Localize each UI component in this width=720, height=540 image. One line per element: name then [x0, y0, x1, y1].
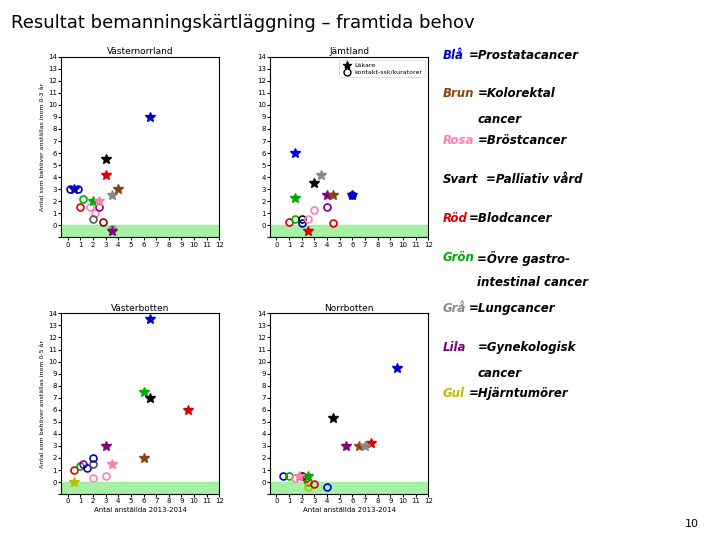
Text: Blå: Blå	[443, 49, 464, 62]
Text: =Kolorektal: =Kolorektal	[477, 87, 555, 100]
Y-axis label: Antal som behöver anställas inom 0-3 år: Antal som behöver anställas inom 0-3 år	[40, 83, 45, 211]
Text: Grön: Grön	[443, 251, 474, 264]
Legend: Läkare, kontakt-ssk/kuratorer: Läkare, kontakt-ssk/kuratorer	[338, 60, 426, 77]
Text: =Blodcancer: =Blodcancer	[469, 212, 552, 225]
Title: Västernorrland: Västernorrland	[107, 47, 174, 56]
Text: cancer: cancer	[477, 367, 521, 380]
Title: Jämtland: Jämtland	[329, 47, 369, 56]
Text: =Hjärntumörer: =Hjärntumörer	[469, 387, 568, 400]
Text: =Gynekologisk: =Gynekologisk	[477, 341, 576, 354]
Bar	[270, 225, 428, 238]
Text: Gul: Gul	[443, 387, 465, 400]
X-axis label: Antal anställda 2013-2014: Antal anställda 2013-2014	[94, 507, 186, 513]
Title: Västerbotten: Västerbotten	[111, 303, 169, 313]
Text: Grå: Grå	[443, 302, 466, 315]
Text: =Palliativ vård: =Palliativ vård	[486, 173, 582, 186]
Text: 10: 10	[685, 519, 698, 529]
Bar	[61, 482, 220, 494]
Y-axis label: Antal som behöver anställas inom 0-5 år: Antal som behöver anställas inom 0-5 år	[40, 340, 45, 468]
Text: =Prostatacancer: =Prostatacancer	[469, 49, 579, 62]
Text: Röd: Röd	[443, 212, 468, 225]
Text: intestinal cancer: intestinal cancer	[477, 276, 588, 289]
Text: =Lungcancer: =Lungcancer	[469, 302, 555, 315]
Text: Resultat bemanningskärtläggning – framtida behov: Resultat bemanningskärtläggning – framti…	[11, 14, 474, 31]
Title: Norrbotten: Norrbotten	[325, 303, 374, 313]
Text: =Bröstcancer: =Bröstcancer	[477, 134, 567, 147]
Text: Rosa: Rosa	[443, 134, 474, 147]
Text: =Övre gastro-: =Övre gastro-	[477, 251, 570, 266]
Text: cancer: cancer	[477, 113, 521, 126]
X-axis label: Antal anställda 2013-2014: Antal anställda 2013-2014	[303, 507, 396, 513]
Text: Brun: Brun	[443, 87, 474, 100]
Text: Lila: Lila	[443, 341, 466, 354]
Bar	[270, 482, 428, 494]
Bar	[61, 225, 220, 238]
Text: Svart: Svart	[443, 173, 478, 186]
